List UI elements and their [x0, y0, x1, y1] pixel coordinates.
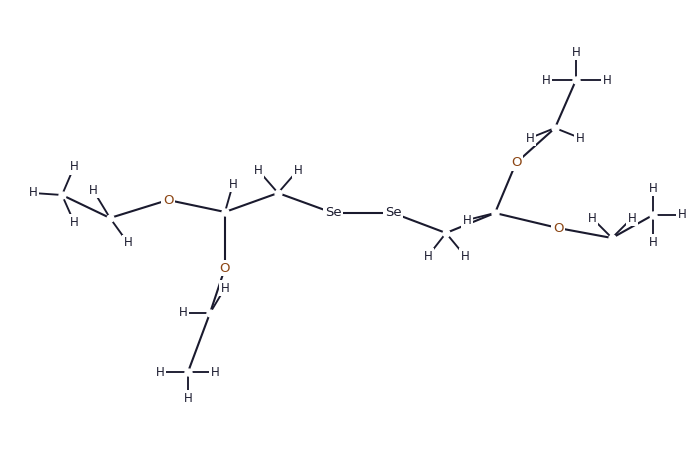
Text: H: H: [211, 365, 219, 378]
Text: H: H: [542, 74, 551, 87]
Text: H: H: [29, 187, 38, 199]
Text: H: H: [70, 161, 78, 174]
Text: H: H: [588, 212, 596, 225]
Text: H: H: [648, 235, 658, 249]
Text: H: H: [156, 365, 164, 378]
Text: H: H: [89, 184, 98, 197]
Text: H: H: [628, 212, 637, 225]
Text: O: O: [511, 156, 521, 170]
Text: H: H: [253, 164, 262, 176]
Text: Se: Se: [385, 207, 401, 220]
Text: H: H: [424, 249, 432, 262]
Text: H: H: [179, 307, 187, 319]
Text: O: O: [220, 262, 230, 275]
Text: O: O: [553, 221, 563, 235]
Text: H: H: [463, 213, 471, 226]
Text: H: H: [294, 164, 302, 176]
Text: H: H: [124, 236, 133, 249]
Text: H: H: [229, 178, 237, 190]
Text: H: H: [461, 249, 469, 262]
Text: H: H: [221, 281, 230, 295]
Text: H: H: [70, 216, 78, 229]
Text: Se: Se: [325, 207, 341, 220]
Text: H: H: [184, 391, 193, 405]
Text: O: O: [163, 193, 173, 207]
Text: H: H: [678, 208, 686, 221]
Text: H: H: [572, 46, 580, 59]
Text: H: H: [648, 181, 658, 194]
Text: H: H: [576, 132, 584, 144]
Text: H: H: [602, 74, 611, 87]
Text: H: H: [526, 132, 535, 144]
